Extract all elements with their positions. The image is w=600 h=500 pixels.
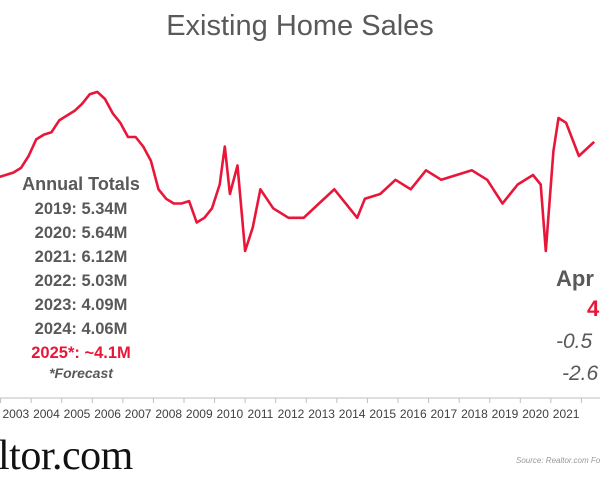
x-tick-label: 2016 (400, 407, 427, 421)
annual-totals-panel: Annual Totals 2019: 5.34M 2020: 5.64M 20… (8, 174, 154, 381)
forecast-note: *Forecast (49, 365, 113, 381)
x-tick-label: 2021 (553, 407, 580, 421)
x-tick-label: 2005 (64, 407, 91, 421)
x-axis: 2002200320042005200620072008200920102011… (0, 397, 600, 421)
x-tick-label: 2009 (186, 407, 213, 421)
x-tick-label: 2014 (339, 407, 366, 421)
annual-total-2024: 2024: 4.06M (34, 320, 128, 338)
x-tick-label: 2008 (155, 407, 182, 421)
latest-value: 4 (587, 296, 600, 321)
x-tick-label: 2007 (125, 407, 152, 421)
x-tick-label: 2020 (522, 407, 549, 421)
x-tick-label: 2004 (33, 407, 60, 421)
yearly-change: -2.6 (562, 362, 599, 385)
annual-totals-title: Annual Totals (22, 174, 140, 194)
monthly-change: -0.5 (556, 330, 593, 353)
x-tick-label: 2006 (94, 407, 121, 421)
x-tick-label: 2013 (308, 407, 335, 421)
annual-total-2022: 2022: 5.03M (34, 272, 128, 290)
x-tick-label: 2018 (461, 407, 488, 421)
chart-title: Existing Home Sales (166, 10, 434, 42)
annual-total-2021: 2021: 6.12M (34, 248, 128, 266)
x-tick-label: 2019 (492, 407, 519, 421)
x-tick-label: 2017 (431, 407, 458, 421)
annual-total-2025-forecast: 2025*: ~4.1M (31, 344, 131, 362)
x-tick-label: 2012 (278, 407, 305, 421)
x-tick-label: 2011 (248, 407, 274, 421)
annual-total-2019: 2019: 5.34M (34, 200, 128, 218)
series-group (0, 90, 596, 253)
x-tick-label: 2010 (217, 407, 244, 421)
annual-total-2020: 2020: 5.64M (34, 224, 128, 242)
realtor-logo: ltor.com (0, 433, 133, 479)
annual-total-2023: 2023: 4.09M (34, 296, 128, 314)
series-line (0, 90, 596, 253)
latest-month-label: Apr (556, 266, 594, 291)
x-tick-label: 2003 (3, 407, 30, 421)
source-note: Source: Realtor.com Fo (516, 456, 600, 465)
x-tick-label: 2015 (369, 407, 396, 421)
